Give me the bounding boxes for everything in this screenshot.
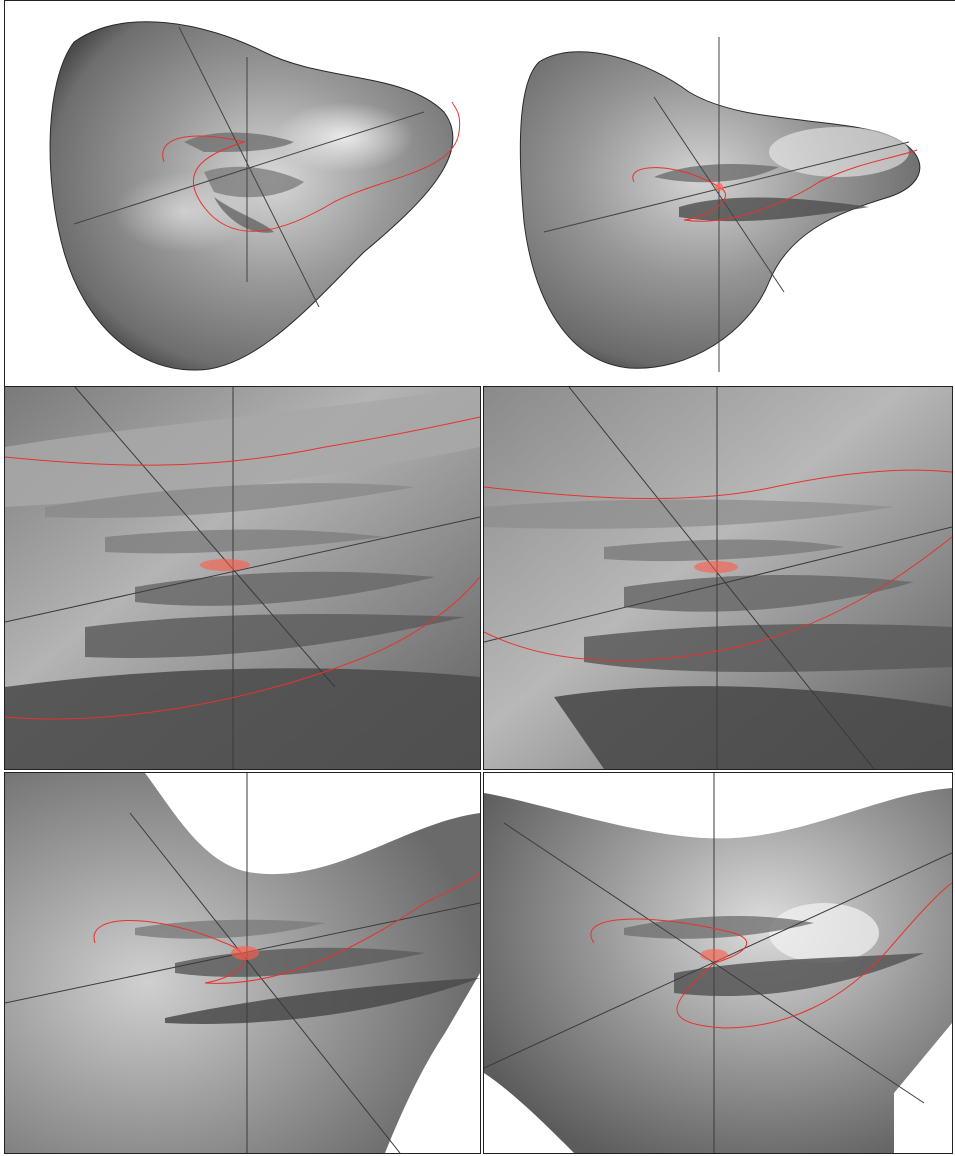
inner-fold [679, 197, 869, 222]
axis-line [653, 96, 785, 293]
axis-line [568, 387, 875, 769]
top-border [4, 0, 955, 1]
red-curve [590, 882, 952, 1029]
fold-layer [165, 978, 480, 1024]
surface-render-5 [5, 773, 480, 1153]
inner-fold [654, 164, 779, 183]
fold-layer [584, 624, 952, 672]
surface-render-3 [5, 387, 480, 769]
fold-layer [135, 919, 325, 939]
surface-render-1 [49, 21, 461, 371]
fold-layer [5, 668, 480, 769]
inner-fold [214, 197, 274, 233]
inner-fold [184, 132, 294, 152]
paper-white [484, 1073, 574, 1153]
paper-white [145, 773, 480, 875]
red-focus [200, 559, 250, 571]
red-curve [5, 576, 480, 720]
fold-layer [674, 953, 924, 997]
surface-sheet [5, 387, 480, 507]
red-focus [700, 949, 728, 961]
paper-white [484, 773, 952, 839]
surface-render-6 [484, 773, 952, 1153]
axis-line [484, 526, 952, 643]
red-curve [484, 469, 952, 500]
surface-render-2 [519, 37, 921, 372]
axis-line [178, 26, 320, 308]
axis-line [543, 141, 910, 233]
fold-layer [554, 686, 952, 769]
red-focus [694, 561, 738, 573]
surface-highlight [769, 127, 909, 177]
panel-overview-front [4, 2, 475, 384]
paper-white [385, 973, 480, 1153]
fold-layer [604, 539, 844, 562]
red-focus [715, 183, 723, 191]
fold-layer [484, 499, 894, 529]
surface-highlight [769, 903, 879, 963]
red-curve [632, 149, 918, 222]
fold-layer [135, 571, 435, 606]
left-border [4, 0, 5, 386]
panel-closeup-left [4, 386, 481, 770]
red-curve [93, 872, 480, 984]
red-curve [484, 536, 952, 662]
fold-layer [624, 575, 914, 612]
red-curve [5, 416, 480, 466]
fold-layer [45, 483, 415, 518]
fold-layer [85, 614, 465, 658]
fold-layer [624, 916, 814, 939]
axis-line [74, 387, 336, 688]
fold-layer [105, 529, 385, 554]
axis-line [129, 812, 401, 1153]
paper-white [894, 1023, 952, 1153]
panel-overview-rotated [479, 2, 951, 384]
surface-highlight [274, 102, 414, 172]
panel-medium-right [483, 772, 953, 1154]
surface-render-4 [484, 387, 952, 769]
panel-medium-left [4, 772, 481, 1154]
axis-line [5, 516, 480, 623]
red-focus [231, 946, 259, 960]
panel-closeup-right [483, 386, 953, 770]
red-curve [162, 101, 461, 232]
